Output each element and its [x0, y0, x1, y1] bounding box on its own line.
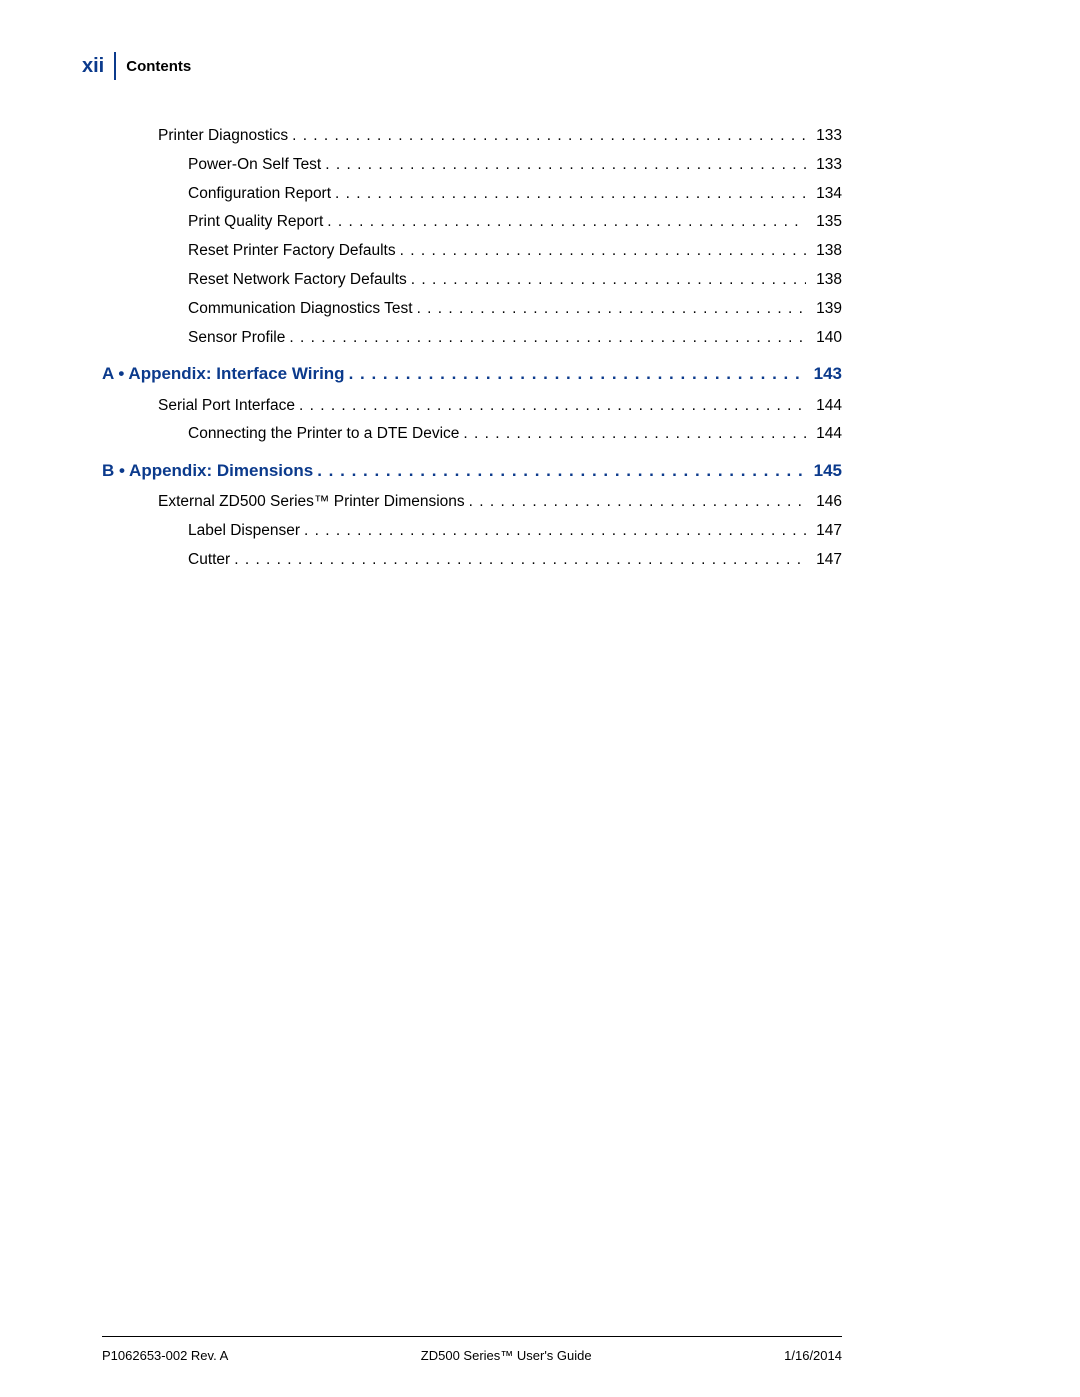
footer-rule: [102, 1336, 842, 1337]
toc-entry-page: 140: [810, 326, 842, 351]
toc-leader-dots: [234, 548, 806, 573]
toc-entry[interactable]: Sensor Profile 140: [102, 326, 842, 351]
toc-entry[interactable]: Connecting the Printer to a DTE Device 14…: [102, 422, 842, 447]
toc-entry[interactable]: Reset Network Factory Defaults 138: [102, 268, 842, 293]
toc-entry-page: 143: [808, 360, 842, 387]
footer-doctitle: ZD500 Series™ User's Guide: [421, 1348, 592, 1363]
toc-entry-page: 139: [810, 297, 842, 322]
toc-entry-label: A • Appendix: Interface Wiring: [102, 360, 345, 387]
toc-entry[interactable]: Power-On Self Test 133: [102, 153, 842, 178]
toc-entry-label: B • Appendix: Dimensions: [102, 457, 313, 484]
toc-entry-label: Printer Diagnostics: [158, 124, 288, 149]
toc-leader-dots: [317, 457, 803, 484]
toc-entry[interactable]: Communication Diagnostics Test 139: [102, 297, 842, 322]
toc-entry-label: Cutter: [188, 548, 230, 573]
header-divider: [114, 52, 116, 80]
toc-leader-dots: [411, 268, 806, 293]
toc-leader-dots: [349, 360, 804, 387]
header-title: Contents: [126, 58, 191, 75]
toc-entry-page: 134: [810, 182, 842, 207]
page-header: xii Contents: [82, 52, 191, 80]
toc-leader-dots: [289, 326, 806, 351]
toc-leader-dots: [400, 239, 807, 264]
footer-date: 1/16/2014: [784, 1348, 842, 1363]
toc-section-heading[interactable]: A • Appendix: Interface Wiring 143: [102, 360, 842, 387]
toc-entry-label: Reset Printer Factory Defaults: [188, 239, 396, 264]
header-page-number: xii: [82, 55, 114, 78]
page-footer: P1062653-002 Rev. A ZD500 Series™ User's…: [102, 1348, 842, 1363]
toc-leader-dots: [327, 210, 806, 235]
toc-entry-label: Configuration Report: [188, 182, 331, 207]
toc-entry-page: 138: [810, 239, 842, 264]
toc-section-heading[interactable]: B • Appendix: Dimensions 145: [102, 457, 842, 484]
toc-leader-dots: [469, 490, 806, 515]
footer-docid: P1062653-002 Rev. A: [102, 1348, 228, 1363]
toc-leader-dots: [325, 153, 806, 178]
toc-leader-dots: [417, 297, 807, 322]
toc-entry-label: Sensor Profile: [188, 326, 285, 351]
toc-entry[interactable]: External ZD500 Series™ Printer Dimension…: [102, 490, 842, 515]
toc-entry[interactable]: Label Dispenser 147: [102, 519, 842, 544]
toc-entry-page: 147: [810, 519, 842, 544]
toc-entry[interactable]: Print Quality Report 135: [102, 210, 842, 235]
toc-entry-page: 138: [810, 268, 842, 293]
toc-entry[interactable]: Cutter 147: [102, 548, 842, 573]
toc-leader-dots: [292, 124, 806, 149]
toc-entry-page: 147: [810, 548, 842, 573]
toc-leader-dots: [304, 519, 806, 544]
toc-entry[interactable]: Reset Printer Factory Defaults 138: [102, 239, 842, 264]
toc-entry-label: Reset Network Factory Defaults: [188, 268, 407, 293]
toc-entry-label: External ZD500 Series™ Printer Dimension…: [158, 490, 465, 515]
toc-entry-page: 146: [810, 490, 842, 515]
toc-entry-label: Communication Diagnostics Test: [188, 297, 413, 322]
toc-entry[interactable]: Serial Port Interface 144: [102, 394, 842, 419]
toc-entry-label: Label Dispenser: [188, 519, 300, 544]
table-of-contents: Printer Diagnostics133Power-On Self Test…: [102, 124, 842, 577]
toc-entry-label: Serial Port Interface: [158, 394, 295, 419]
toc-entry-page: 135: [810, 210, 842, 235]
toc-leader-dots: [463, 422, 806, 447]
toc-entry-page: 133: [810, 153, 842, 178]
toc-entry-label: Power-On Self Test: [188, 153, 321, 178]
toc-entry-page: 144: [810, 422, 842, 447]
toc-leader-dots: [299, 394, 806, 419]
toc-entry[interactable]: Printer Diagnostics 133: [102, 124, 842, 149]
toc-entry-page: 144: [810, 394, 842, 419]
toc-entry-label: Connecting the Printer to a DTE Device: [188, 422, 459, 447]
toc-entry-page: 133: [810, 124, 842, 149]
toc-entry[interactable]: Configuration Report 134: [102, 182, 842, 207]
toc-leader-dots: [335, 182, 806, 207]
toc-entry-page: 145: [808, 457, 842, 484]
toc-entry-label: Print Quality Report: [188, 210, 323, 235]
